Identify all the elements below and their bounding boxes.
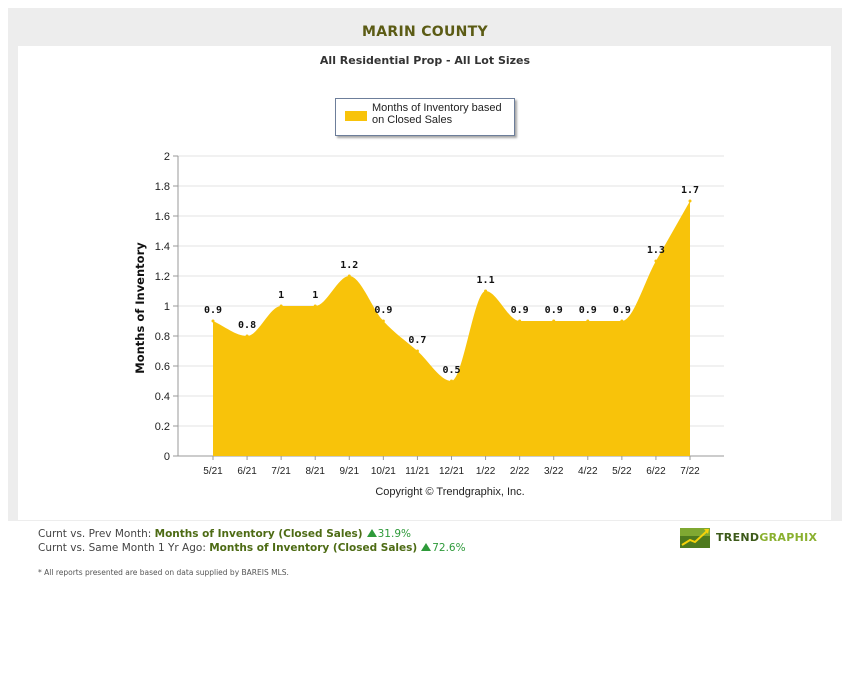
x-tick-label: 4/22 [578,466,598,477]
y-axis-title: Months of Inventory [133,242,147,374]
stat-year-ago: Curnt vs. Same Month 1 Yr Ago: Months of… [38,541,466,555]
stats-summary: Curnt vs. Prev Month: Months of Inventor… [38,527,466,555]
data-label: 0.9 [511,305,529,316]
data-label: 0.9 [579,305,597,316]
data-point [620,319,624,323]
data-point [586,319,590,323]
stat-prev-month: Curnt vs. Prev Month: Months of Inventor… [38,527,466,541]
y-tick-label: 0.8 [155,331,170,343]
data-point [688,199,692,203]
stat-prev-month-value: 31.9% [377,528,411,540]
data-label: 1.2 [340,260,358,271]
y-tick-label: 1.8 [155,181,170,193]
data-point [450,379,453,383]
trendgraphix-logo-icon [680,528,710,548]
data-point [347,274,351,278]
series-area [213,201,690,456]
x-tick-label: 6/21 [237,466,257,477]
y-tick-label: 2 [164,151,170,163]
legend-swatch [345,111,367,121]
x-tick-label: 9/21 [340,466,360,477]
county-title: MARIN COUNTY [362,24,488,40]
y-tick-label: 1.4 [155,241,170,253]
x-tick-label: 6/22 [646,466,666,477]
up-arrow-icon [421,543,432,551]
data-label: 0.9 [204,305,222,316]
data-label: 1.1 [477,275,495,286]
y-tick-label: 1.6 [155,211,170,223]
x-tick-label: 3/22 [544,466,564,477]
up-arrow-icon [366,529,377,537]
x-tick-label: 2/22 [510,466,530,477]
trendgraphix-logo[interactable]: TRENDGRAPHIX [680,526,820,550]
data-point [211,319,215,323]
data-point [484,289,488,293]
y-tick-label: 0 [164,451,170,463]
x-tick-label: 12/21 [439,466,464,477]
x-tick-label: 1/22 [476,466,496,477]
trendgraphix-logo-text: TRENDGRAPHIX [716,531,818,544]
x-tick-label: 5/21 [203,466,223,477]
y-tick-label: 0.2 [155,421,170,433]
data-label: 0.9 [374,305,392,316]
data-label: 0.7 [408,335,426,346]
data-label: 1.3 [647,245,665,256]
data-label: 0.9 [613,305,631,316]
stat-year-ago-metric: Months of Inventory (Closed Sales) [209,542,418,554]
data-label: 1.7 [681,185,699,196]
chart-legend: Months of Inventory based on Closed Sale… [335,98,515,136]
x-tick-label: 7/21 [271,466,291,477]
chart-subtitle: All Residential Prop - All Lot Sizes [319,54,531,67]
legend-label: Months of Inventory based on Closed Sale… [372,102,502,126]
y-tick-label: 1.2 [155,271,170,283]
data-label: 0.8 [238,320,256,331]
copyright-text: Copyright © Trendgraphix, Inc. [375,486,525,498]
data-source-footnote: * All reports presented are based on dat… [38,568,289,577]
x-tick-label: 7/22 [680,466,700,477]
y-tick-label: 0.4 [155,391,170,403]
data-point [313,304,317,308]
stat-prev-month-metric: Months of Inventory (Closed Sales) [154,528,363,540]
data-point [415,349,419,353]
x-tick-label: 11/21 [405,466,430,477]
data-point [654,259,658,263]
data-point [518,319,522,323]
stat-year-ago-prefix: Curnt vs. Same Month 1 Yr Ago: [38,542,206,554]
data-point [552,319,556,323]
data-label: 0.5 [442,365,460,376]
x-tick-label: 5/22 [612,466,632,477]
data-label: 1 [312,290,318,301]
y-tick-label: 1 [164,301,170,313]
y-tick-label: 0.6 [155,361,170,373]
data-point [279,304,283,308]
stat-prev-month-prefix: Curnt vs. Prev Month: [38,528,152,540]
x-tick-label: 10/21 [371,466,396,477]
data-point [381,319,385,323]
data-point [245,334,249,338]
data-label: 0.9 [545,305,563,316]
data-label: 1 [278,290,284,301]
x-tick-label: 8/21 [305,466,325,477]
stat-year-ago-value: 72.6% [432,542,466,554]
